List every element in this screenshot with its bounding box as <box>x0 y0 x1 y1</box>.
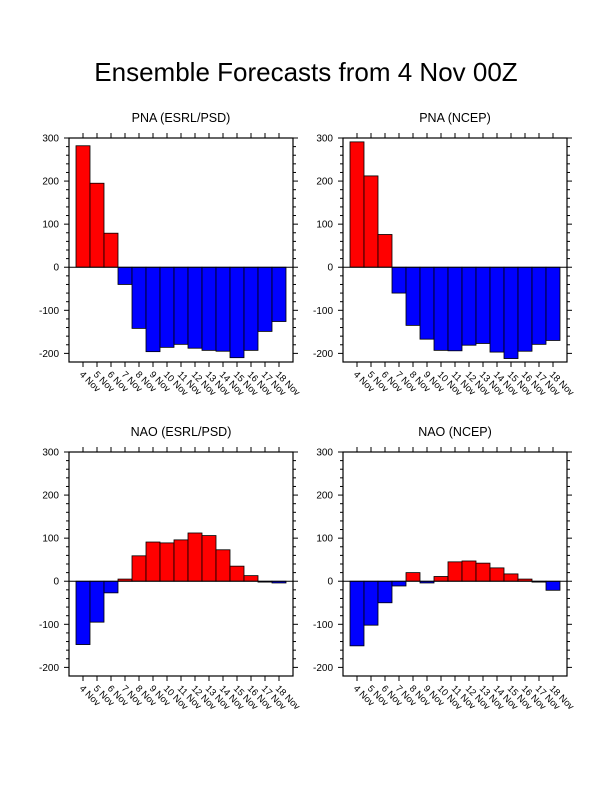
y-tick-label: 0 <box>53 577 59 588</box>
y-tick-label: -100 <box>313 306 333 317</box>
bar <box>229 565 245 582</box>
bar <box>159 542 175 582</box>
bar <box>433 266 449 351</box>
y-tick-label: 300 <box>42 448 59 459</box>
panel-title: PNA (ESRL/PSD) <box>132 111 231 125</box>
bar <box>545 580 561 591</box>
bar <box>503 573 519 582</box>
bar <box>377 580 393 604</box>
bar <box>131 266 147 329</box>
bar <box>145 266 161 353</box>
bar <box>229 266 245 359</box>
y-tick-label: 0 <box>327 263 333 274</box>
bar <box>89 580 105 623</box>
bar <box>433 576 449 582</box>
bar <box>103 580 119 594</box>
bar <box>117 266 133 285</box>
bar <box>75 580 91 645</box>
panel-title: NAO (ESRL/PSD) <box>131 425 232 439</box>
bar <box>419 266 435 340</box>
y-tick-label: -200 <box>313 349 333 360</box>
bar <box>201 266 217 351</box>
y-tick-label: 300 <box>316 448 333 459</box>
y-tick-label: 200 <box>316 177 333 188</box>
bar <box>173 266 189 345</box>
y-tick-label: 200 <box>316 491 333 502</box>
bar <box>215 549 231 582</box>
bar <box>159 266 175 348</box>
bar <box>349 141 365 268</box>
bar <box>447 561 463 582</box>
bar <box>131 555 147 582</box>
bar <box>405 572 421 582</box>
bar <box>503 266 519 359</box>
bar <box>187 266 203 349</box>
y-tick-label: 0 <box>53 263 59 274</box>
bar <box>391 266 407 294</box>
y-tick-label: -200 <box>313 663 333 674</box>
bar <box>461 560 477 582</box>
bar <box>475 266 491 344</box>
bar <box>201 535 217 582</box>
bar <box>447 266 463 352</box>
bar <box>257 266 273 332</box>
bar <box>531 266 547 345</box>
y-tick-label: 300 <box>316 134 333 145</box>
y-tick-label: -100 <box>39 306 59 317</box>
panel-title: PNA (NCEP) <box>419 111 491 125</box>
y-tick-label: 200 <box>42 177 59 188</box>
panel-title: NAO (NCEP) <box>418 425 492 439</box>
bar <box>173 539 189 582</box>
bar <box>489 567 505 582</box>
bar <box>75 145 91 268</box>
y-tick-label: -100 <box>313 620 333 631</box>
bar <box>271 266 287 322</box>
bar <box>377 234 393 268</box>
bar <box>363 175 379 268</box>
bar <box>461 266 477 346</box>
y-tick-label: 100 <box>316 534 333 545</box>
main-title: Ensemble Forecasts from 4 Nov 00Z <box>94 57 517 87</box>
y-tick-label: 0 <box>327 577 333 588</box>
y-tick-label: -200 <box>39 349 59 360</box>
bar <box>391 580 407 587</box>
bar <box>517 266 533 352</box>
y-tick-label: 200 <box>42 491 59 502</box>
bar <box>215 266 231 352</box>
y-tick-label: -100 <box>39 620 59 631</box>
bar <box>489 266 505 353</box>
bar <box>363 580 379 626</box>
y-tick-label: 100 <box>316 220 333 231</box>
bar <box>89 182 105 268</box>
bar <box>145 541 161 582</box>
bar <box>545 266 561 341</box>
bar <box>243 575 259 582</box>
bar <box>475 562 491 582</box>
bar <box>103 232 119 268</box>
bar <box>187 532 203 582</box>
y-tick-label: 300 <box>42 134 59 145</box>
y-tick-label: 100 <box>42 220 59 231</box>
bar <box>349 580 365 647</box>
bar <box>243 266 259 351</box>
y-tick-label: 100 <box>42 534 59 545</box>
bar <box>405 266 421 326</box>
y-tick-label: -200 <box>39 663 59 674</box>
